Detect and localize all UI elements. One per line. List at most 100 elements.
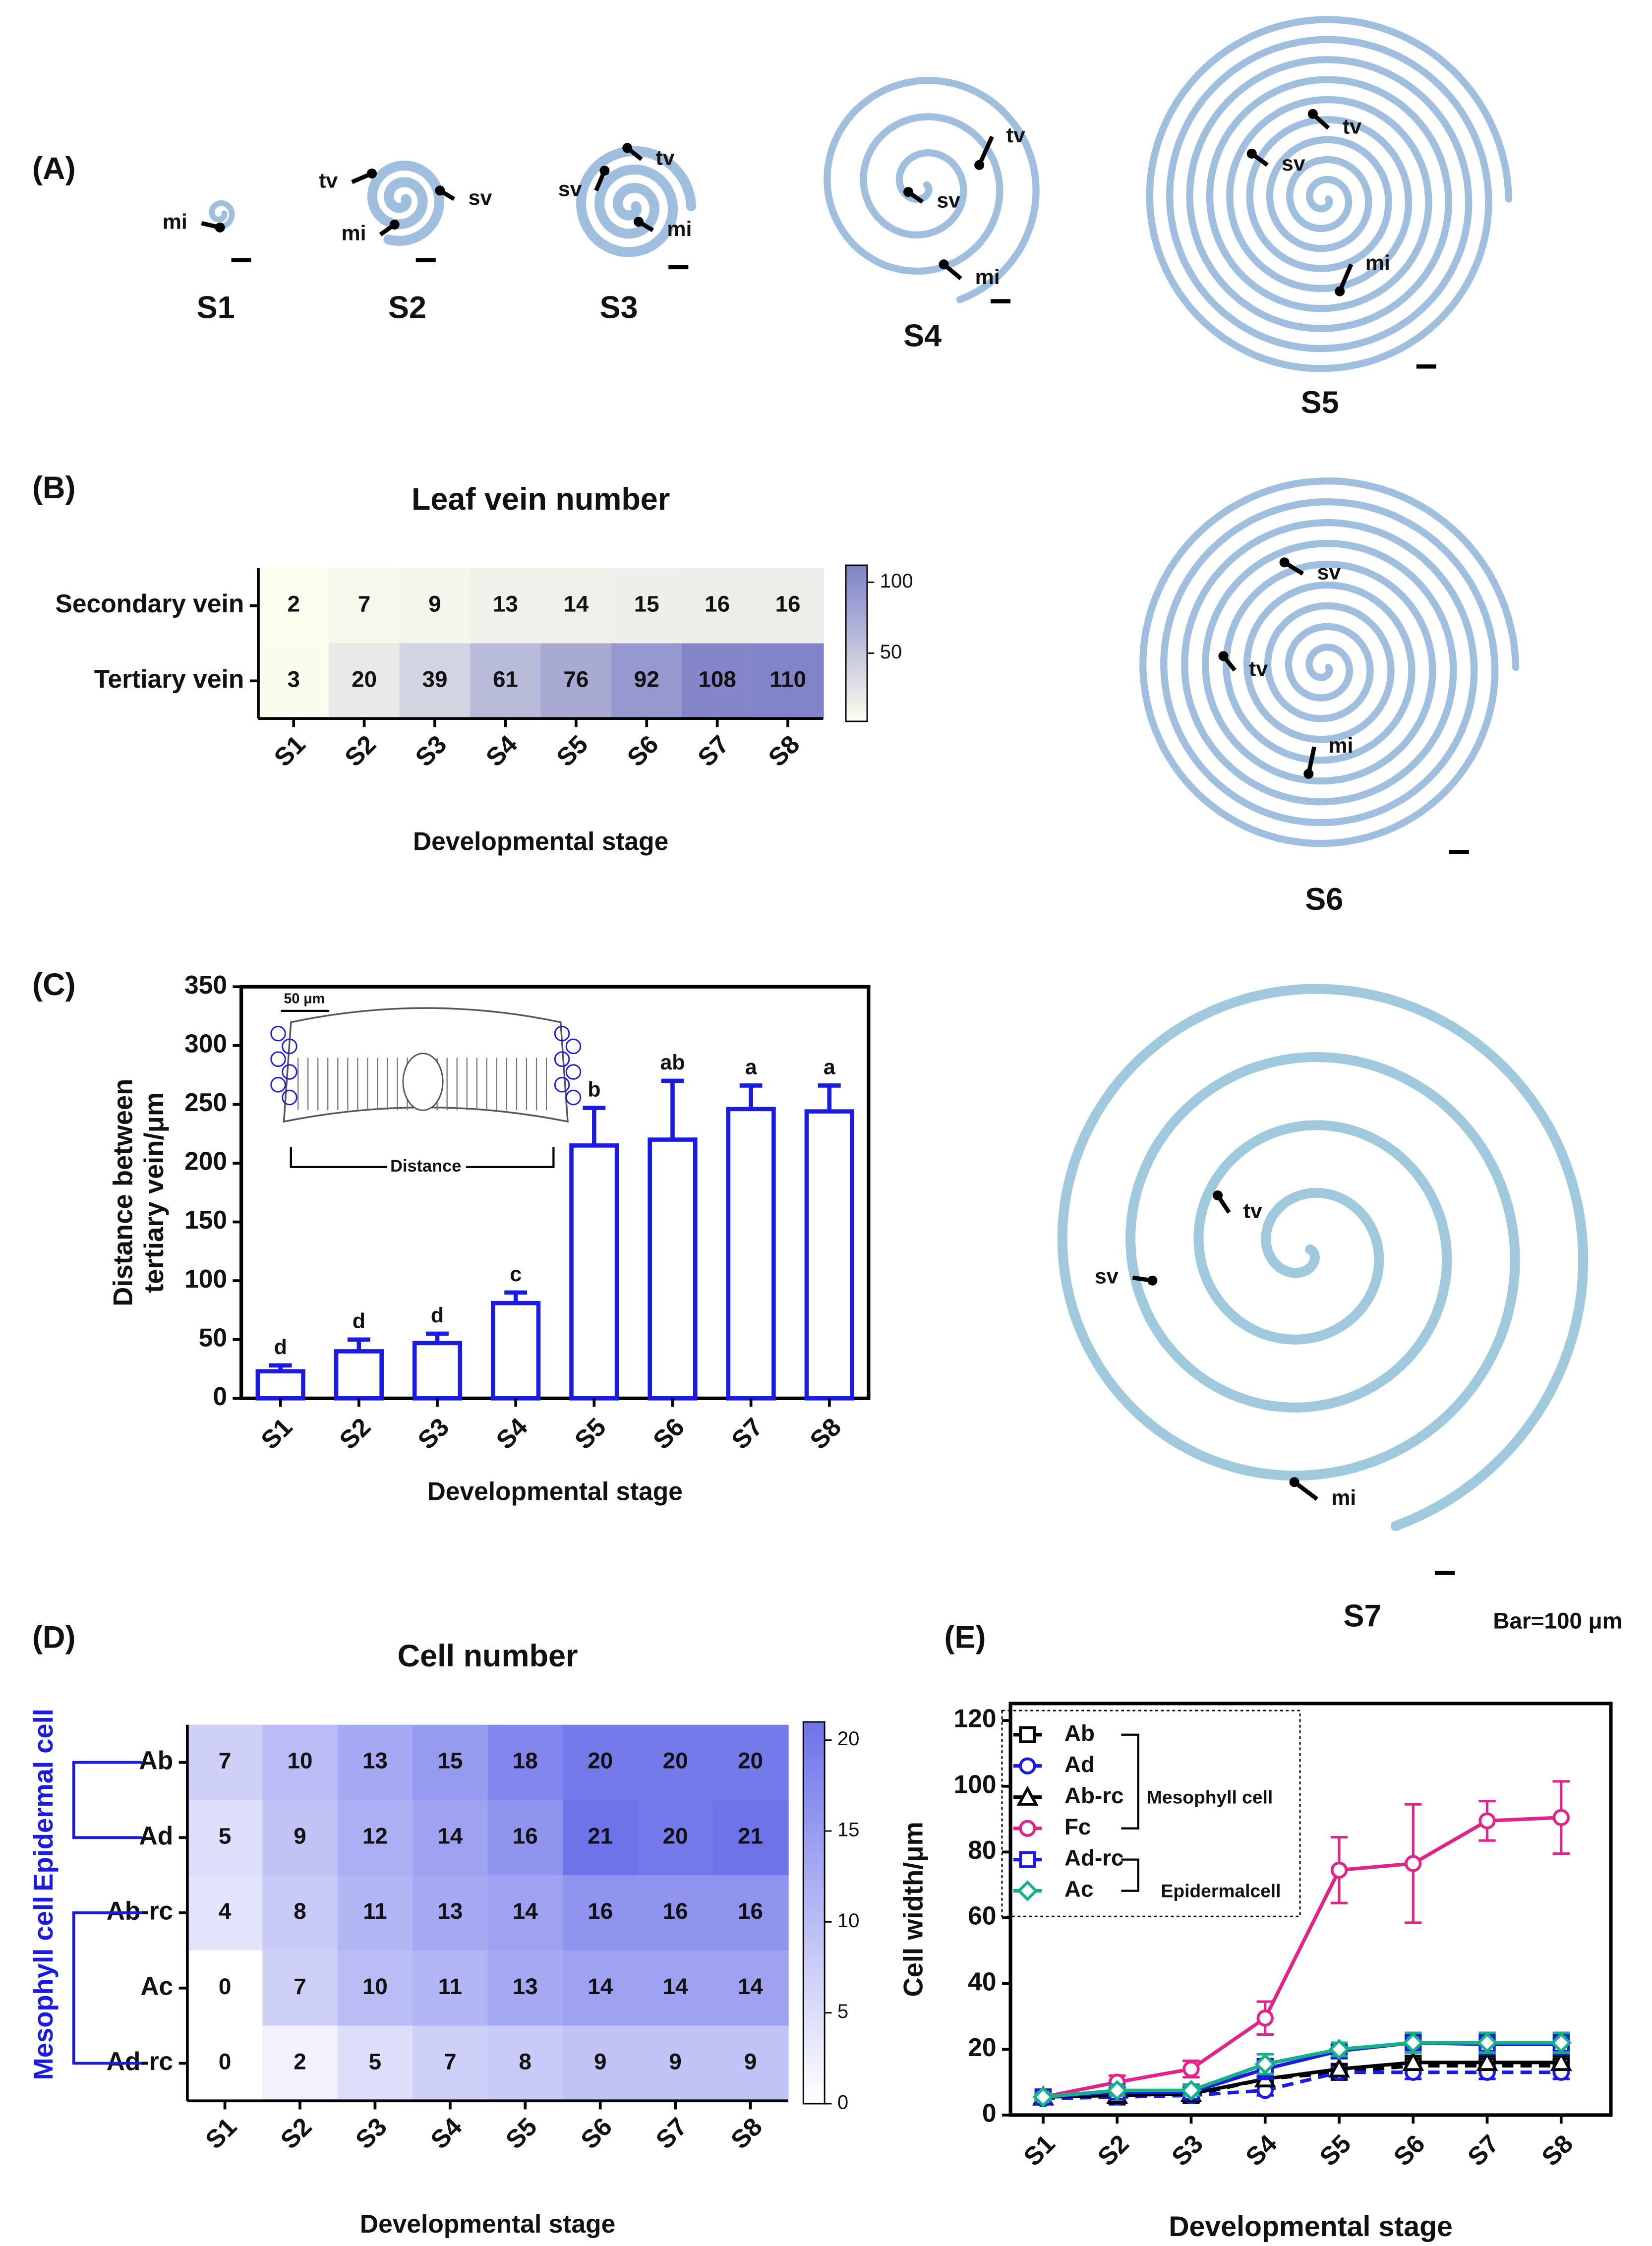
heatmap-cell	[562, 1950, 639, 2027]
x-tick-label: S1	[200, 2112, 242, 2154]
y-axis-label: Cell width/μm	[898, 1822, 929, 1997]
stage-label: S6	[1305, 882, 1343, 917]
legend-group-label: Mesophyll cell	[1147, 1786, 1273, 1807]
group-bracket	[72, 1911, 142, 2065]
panel-label: (A)	[32, 151, 75, 186]
cell-label: 20	[663, 1748, 688, 1773]
micrograph	[576, 146, 697, 257]
cell-label: 2	[287, 591, 299, 617]
heatmap-cell	[562, 1875, 639, 1951]
cell-label: 8	[294, 1898, 306, 1924]
cell-label: 11	[363, 1898, 387, 1924]
micrograph-label: mi	[667, 217, 692, 241]
cell-label: 108	[698, 666, 736, 692]
heatmap-cell	[487, 1724, 564, 1801]
point	[1180, 2079, 1202, 2101]
point	[1550, 2051, 1572, 2071]
cell-label: 10	[288, 1748, 313, 1773]
cell-label: 0	[219, 1974, 231, 1999]
heatmap-cell	[562, 1800, 639, 1876]
heatmap-cell	[487, 1950, 564, 2027]
x-tick-label: S3	[412, 1412, 455, 1455]
significance-label: b	[588, 1077, 600, 1101]
stage-label: S4	[903, 319, 942, 354]
x-tick-label: S4	[1240, 2129, 1283, 2172]
legend-frame	[1001, 1710, 1301, 1917]
inset-vein	[282, 1089, 297, 1106]
micrograph-label: mi	[341, 221, 366, 245]
arrow-head	[1246, 148, 1257, 159]
heatmap-cell	[337, 1724, 413, 1801]
cell-label: 11	[438, 1974, 462, 1999]
y-tick-label: 120	[954, 1704, 997, 1733]
inset-vein	[565, 1089, 582, 1106]
heatmap-cell	[540, 643, 612, 719]
significance-label: d	[274, 1335, 287, 1359]
row-label: Ad	[139, 1821, 174, 1850]
heatmap-cell	[337, 1800, 413, 1876]
error-bar	[347, 1337, 370, 1352]
heatmap-cell	[752, 643, 824, 719]
cell-label: 14	[437, 1823, 463, 1848]
x-tick-label: S2	[275, 2112, 317, 2154]
cell-label: 9	[594, 2049, 606, 2074]
x-tick-label: S7	[650, 2112, 693, 2154]
micrograph-label: mi	[1328, 734, 1353, 758]
error-bar	[583, 1106, 606, 1146]
heatmap-cell	[187, 1724, 263, 1801]
arrow-head	[1147, 1275, 1158, 1286]
point	[1254, 2053, 1276, 2075]
stage-label: S3	[600, 290, 638, 325]
stage-label: S2	[388, 290, 426, 325]
micrograph	[209, 200, 235, 230]
stage-label: S5	[1301, 385, 1339, 420]
x-axis-label: Developmental stage	[413, 827, 668, 856]
heatmap-cell	[638, 1875, 714, 1951]
x-tick-label: S7	[726, 1412, 768, 1455]
row-label: Ab	[139, 1746, 174, 1774]
micrograph	[824, 77, 1040, 303]
point	[1330, 1861, 1348, 1879]
heatmap-cell	[752, 568, 824, 644]
error-bar	[818, 1083, 841, 1112]
error-bar	[661, 1078, 684, 1140]
legend-label: Ad-rc	[1064, 1845, 1124, 1871]
heatmap-cell	[712, 1800, 789, 1876]
legend-marker	[1019, 1757, 1036, 1774]
heatmap-cell	[562, 2025, 639, 2102]
x-tick-label: S3	[350, 2112, 392, 2154]
arrow-head	[215, 222, 225, 233]
colorbar-tick-label: 5	[837, 2001, 848, 2022]
colorbar-tick-label: 100	[880, 570, 913, 592]
bar	[804, 1109, 854, 1401]
y-tick-label: 150	[184, 1205, 227, 1234]
y-axis-label: Distance between	[108, 1079, 138, 1306]
panel-label: (B)	[32, 471, 75, 505]
legend-label: Ab	[1064, 1720, 1095, 1746]
inset-vein	[270, 1025, 286, 1042]
colorbar	[845, 564, 868, 722]
arrow-head	[1279, 557, 1290, 568]
x-tick-label: S8	[763, 729, 805, 772]
heatmap-cell	[712, 1724, 789, 1801]
inset-vein	[565, 1064, 582, 1080]
heatmap-cell	[187, 1875, 263, 1951]
cell-label: 16	[663, 1898, 688, 1924]
micrograph-label: tv	[319, 169, 338, 192]
heatmap-cell	[187, 2025, 263, 2102]
inset-vein	[270, 1076, 286, 1093]
heatmap-cell	[329, 643, 401, 719]
x-tick-label: S6	[1388, 2129, 1430, 2172]
x-tick-label: S5	[551, 729, 593, 772]
cell-label: 2	[294, 2049, 306, 2074]
point	[1550, 2032, 1572, 2054]
y-tick-label: 250	[184, 1088, 227, 1117]
point	[1328, 2039, 1350, 2060]
arrow	[977, 135, 994, 166]
point	[1032, 2086, 1054, 2108]
arrow-head	[1218, 651, 1229, 661]
y-tick-label: 0	[213, 1382, 227, 1411]
inset-cell	[402, 1053, 444, 1111]
legend-bracket	[1121, 1733, 1139, 1830]
bar	[726, 1107, 776, 1401]
